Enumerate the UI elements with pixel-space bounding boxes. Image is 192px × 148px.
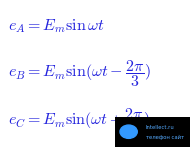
Text: $e_B = E_m \sin(\omega t - \dfrac{2\pi}{3})$: $e_B = E_m \sin(\omega t - \dfrac{2\pi}{… <box>8 58 151 90</box>
Circle shape <box>120 125 137 138</box>
Text: Intellect.ru: Intellect.ru <box>146 125 175 130</box>
Bar <box>115 117 190 147</box>
Text: $e_A = E_m \sin \omega t$: $e_A = E_m \sin \omega t$ <box>8 18 104 36</box>
Text: телефон сайт: телефон сайт <box>146 135 184 140</box>
Text: $e_C = E_m \sin(\omega t + \dfrac{2\pi}{3})$: $e_C = E_m \sin(\omega t + \dfrac{2\pi}{… <box>8 106 150 137</box>
